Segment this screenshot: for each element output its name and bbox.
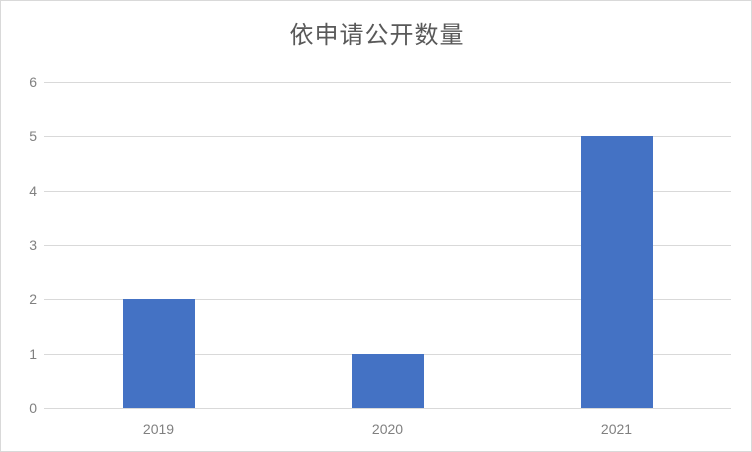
gridline-y-3 (44, 245, 731, 246)
x-axis-label-2020: 2020 (371, 421, 404, 437)
y-axis-label-6: 6 (29, 74, 37, 90)
bar-2020[interactable] (352, 354, 424, 408)
bar-2019[interactable] (123, 299, 195, 408)
y-axis-label-3: 3 (29, 237, 37, 253)
y-axis-tick-labels: 0 1 2 3 4 5 6 (1, 75, 37, 415)
y-axis-label-5: 5 (29, 128, 37, 144)
y-axis-label-4: 4 (29, 183, 37, 199)
gridline-y-4 (44, 191, 731, 192)
x-axis-label-2021: 2021 (600, 421, 633, 437)
gridline-y-6 (44, 82, 731, 83)
y-axis-label-2: 2 (29, 291, 37, 307)
x-axis-label-2019: 2019 (142, 421, 175, 437)
x-axis-tick-labels: 2019 2020 2021 (44, 419, 731, 441)
plot-area (44, 82, 731, 409)
chart-title: 依申请公开数量 (289, 22, 465, 49)
y-axis-label-0: 0 (29, 400, 37, 416)
gridline-y-5 (44, 136, 731, 137)
gridline-y-0 (44, 408, 731, 409)
y-axis-label-1: 1 (29, 346, 37, 362)
gridline-y-2 (44, 299, 731, 300)
bar-2021[interactable] (581, 136, 653, 408)
